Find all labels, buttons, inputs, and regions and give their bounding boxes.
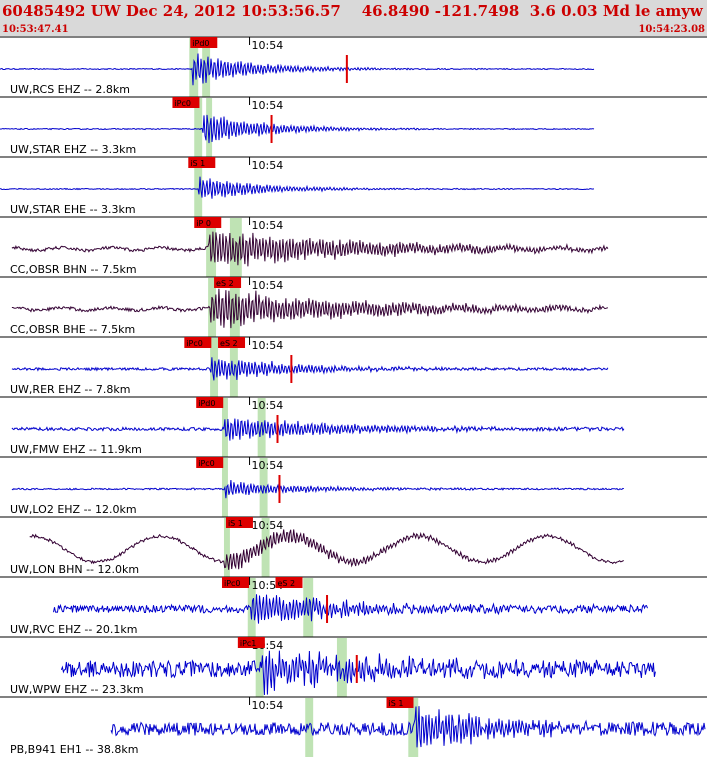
channel-panel: 10:54 iPd0 UW,FMW EHZ -- 11.9km — [0, 396, 707, 457]
station-label: PB,B941 EH1 -- 38.8km — [10, 743, 138, 756]
station-label: UW,STAR EHZ -- 3.3km — [10, 143, 136, 156]
minute-tick-label: 10:54 — [252, 579, 284, 592]
pick-box — [214, 277, 242, 288]
pick-box — [275, 577, 303, 588]
channel-panel: 10:54 iPc0 UW,LO2 EHZ -- 12.0km — [0, 456, 707, 517]
phase-window — [336, 638, 347, 697]
minute-tick-label: 10:54 — [252, 399, 284, 412]
seismic-trace — [11, 357, 609, 381]
pick-label: iPc0 — [198, 459, 215, 468]
pick-box — [237, 637, 265, 648]
phase-window — [202, 38, 211, 97]
minute-tick-label: 10:54 — [252, 219, 284, 232]
station-label: UW,FMW EHZ -- 11.9km — [10, 443, 142, 456]
station-label: UW,RCS EHZ -- 2.8km — [10, 83, 130, 96]
station-label: UW,STAR EHE -- 3.3km — [10, 203, 136, 216]
pick-label: iP 0 — [196, 219, 211, 228]
station-label: UW,LON BHN -- 12.0km — [10, 563, 139, 576]
window-end-time: 10:54:23.08 — [638, 24, 705, 35]
window-start-time: 10:53:47.41 — [2, 24, 69, 35]
pick-box — [386, 697, 414, 708]
channel-panel: 10:54 iP 0 CC,OBSR BHN -- 7.5km — [0, 216, 707, 277]
phase-window — [206, 98, 213, 157]
phase-window — [229, 338, 238, 397]
channel-panel: 10:54 iS 1 UW,STAR EHE -- 3.3km — [0, 156, 707, 217]
pick-label: iPc0 — [186, 339, 203, 348]
minute-tick-label: 10:54 — [252, 459, 284, 472]
channel-panel: 10:54 iPc0 eS 2 UW,RER EHZ -- 7.8km — [0, 336, 707, 397]
channel-panel: 10:54 iPc0 UW,STAR EHZ -- 3.3km — [0, 96, 707, 157]
pick-box — [172, 97, 200, 108]
channel-panels: 10:54 iPd0 UW,RCS EHZ -- 2.8km 10:54 iPc0 UW,… — [0, 36, 707, 757]
phase-window — [303, 578, 314, 637]
channel-panel: 10:54 iPc0 eS 2 UW,RVC EHZ -- 20.1km — [0, 576, 707, 637]
pick-box — [196, 457, 224, 468]
minute-tick-label: 10:54 — [252, 279, 284, 292]
pick-label: iS 1 — [190, 159, 205, 168]
channel-panel: 10:54 iS 1 UW,LON BHN -- 12.0km — [0, 516, 707, 577]
seismic-trace — [11, 418, 625, 441]
seismic-trace — [0, 53, 595, 86]
phase-window — [208, 278, 217, 337]
minute-tick-label: 10:54 — [252, 39, 284, 52]
station-label: UW,RVC EHZ -- 20.1km — [10, 623, 137, 636]
station-label: UW,LO2 EHZ -- 12.0km — [10, 503, 137, 516]
phase-window — [223, 518, 230, 577]
minute-tick-label: 10:54 — [252, 339, 284, 352]
minute-tick-label: 10:54 — [252, 99, 284, 112]
seismic-trace — [0, 114, 595, 144]
minute-tick-label: 10:54 — [252, 519, 284, 532]
channel-panel: 10:54 iS 1 PB,B941 EH1 -- 38.8km — [0, 696, 707, 757]
pick-box — [190, 37, 218, 48]
pick-box — [194, 217, 222, 228]
seismic-trace — [110, 706, 706, 748]
pick-label: iS 1 — [228, 519, 243, 528]
channel-panel: 10:54 eS 2 CC,OBSR BHE -- 7.5km — [0, 276, 707, 337]
pick-label: eS 2 — [220, 339, 238, 348]
pick-label: iPc1 — [240, 639, 257, 648]
seismic-trace — [53, 594, 648, 624]
seismic-trace — [11, 288, 609, 329]
minute-tick-label: 10:54 — [252, 699, 284, 712]
station-label: UW,WPW EHZ -- 23.3km — [10, 683, 144, 696]
pick-label: eS 2 — [216, 279, 234, 288]
phase-window — [194, 98, 203, 157]
phase-window — [206, 218, 217, 277]
seismic-trace — [60, 650, 656, 696]
phase-window — [194, 158, 203, 217]
pick-box — [225, 517, 253, 528]
station-label: UW,RER EHZ -- 7.8km — [10, 383, 130, 396]
seismic-trace — [11, 231, 609, 267]
pick-label: eS 2 — [278, 579, 296, 588]
station-label: CC,OBSR BHN -- 7.5km — [10, 263, 137, 276]
seismic-trace — [29, 529, 624, 570]
pick-box — [221, 577, 249, 588]
pick-box — [184, 337, 212, 348]
pick-box — [188, 157, 216, 168]
header-bar — [0, 0, 707, 36]
pick-box — [196, 397, 224, 408]
seismic-trace — [0, 176, 595, 199]
event-title: 60485492 UW Dec 24, 2012 10:53:56.57 46.… — [2, 2, 707, 20]
minute-tick-label: 10:54 — [252, 159, 284, 172]
pick-label: iS 1 — [389, 699, 404, 708]
station-label: CC,OBSR BHE -- 7.5km — [10, 323, 135, 336]
phase-window — [305, 698, 314, 757]
pick-label: iPc0 — [174, 99, 191, 108]
seismic-trace — [11, 480, 625, 499]
pick-label: iPd0 — [198, 399, 215, 408]
pick-label: iPd0 — [192, 39, 209, 48]
phase-window — [257, 398, 266, 457]
channel-panel: 10:54 iPd0 UW,RCS EHZ -- 2.8km — [0, 36, 707, 97]
pick-label: iPc0 — [224, 579, 241, 588]
pick-box — [218, 337, 246, 348]
